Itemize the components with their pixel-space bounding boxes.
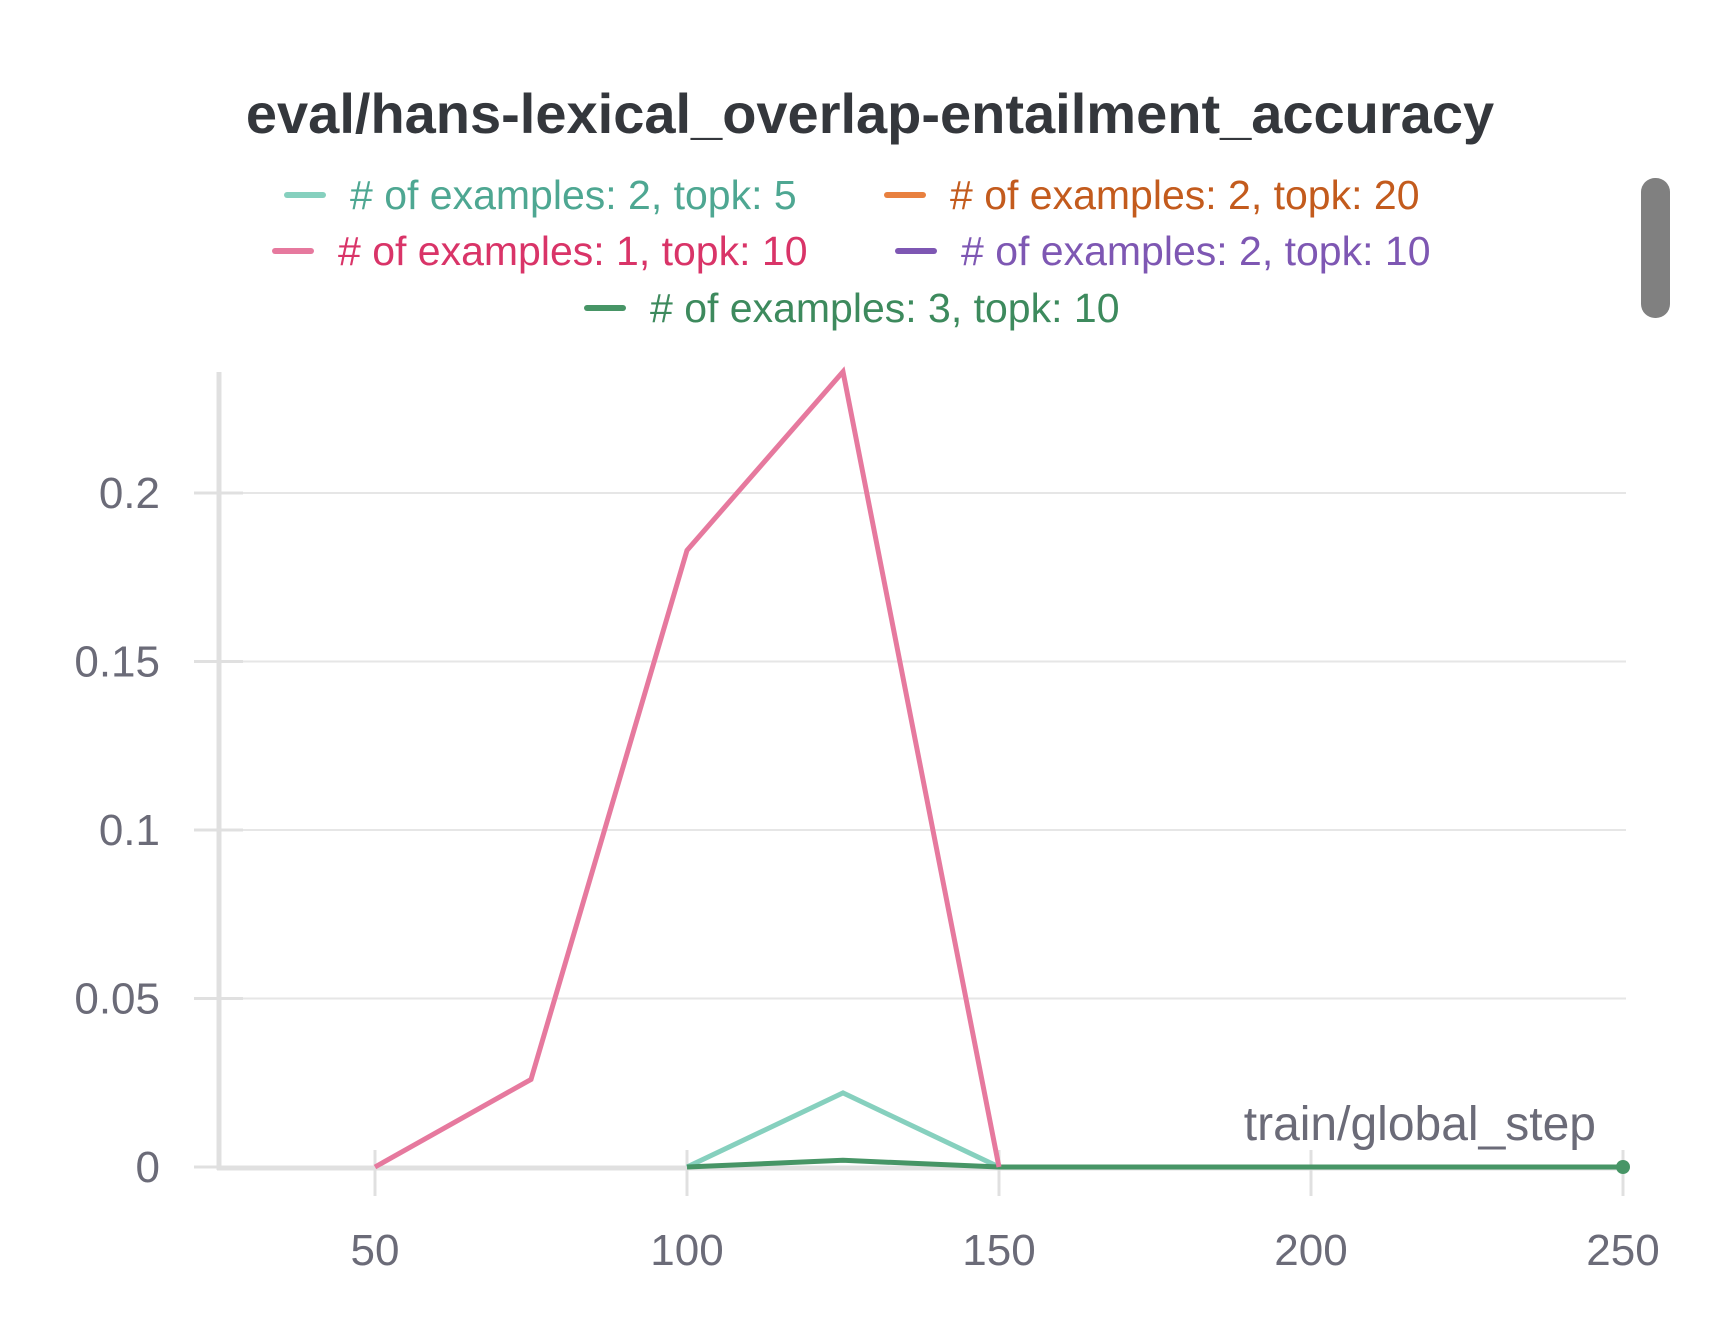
x-tick-label: 250	[1586, 1226, 1659, 1275]
legend-label: # of examples: 2, topk: 5	[350, 172, 797, 218]
y-tick-label: 0.05	[74, 975, 160, 1024]
y-ticks: 0 0.05 0.1 0.15 0.2	[74, 469, 243, 1192]
legend-label: # of examples: 1, topk: 10	[338, 228, 808, 274]
series-line	[686, 1157, 1623, 1170]
x-tick-label: 200	[1274, 1226, 1347, 1275]
chart-title: eval/hans-lexical_overlap-entailment_acc…	[246, 82, 1494, 145]
legend-label: # of examples: 2, topk: 20	[950, 172, 1420, 218]
x-tick-label: 50	[351, 1226, 400, 1275]
y-tick-label: 0	[136, 1143, 160, 1192]
y-tick-label: 0.1	[99, 806, 160, 855]
x-tick-label: 100	[650, 1226, 723, 1275]
scrollbar-thumb[interactable]	[1641, 178, 1670, 318]
y-tick-label: 0.15	[74, 638, 160, 687]
x-axis-label: train/global_step	[1244, 1098, 1596, 1151]
grid	[220, 492, 1626, 1000]
y-tick-label: 0.2	[99, 469, 160, 518]
x-tick-label: 150	[962, 1226, 1035, 1275]
series-line	[685, 1090, 1001, 1170]
legend-label: # of examples: 2, topk: 10	[961, 228, 1431, 274]
series-lines	[373, 366, 1630, 1174]
series-line	[373, 366, 1002, 1170]
x-ticks: 50 100 150 200 250	[351, 1150, 1660, 1275]
series-end-point	[1616, 1160, 1630, 1174]
legend-label: # of examples: 3, topk: 10	[650, 285, 1120, 331]
legend: # of examples: 2, topk: 5 # of examples: …	[272, 172, 1431, 331]
